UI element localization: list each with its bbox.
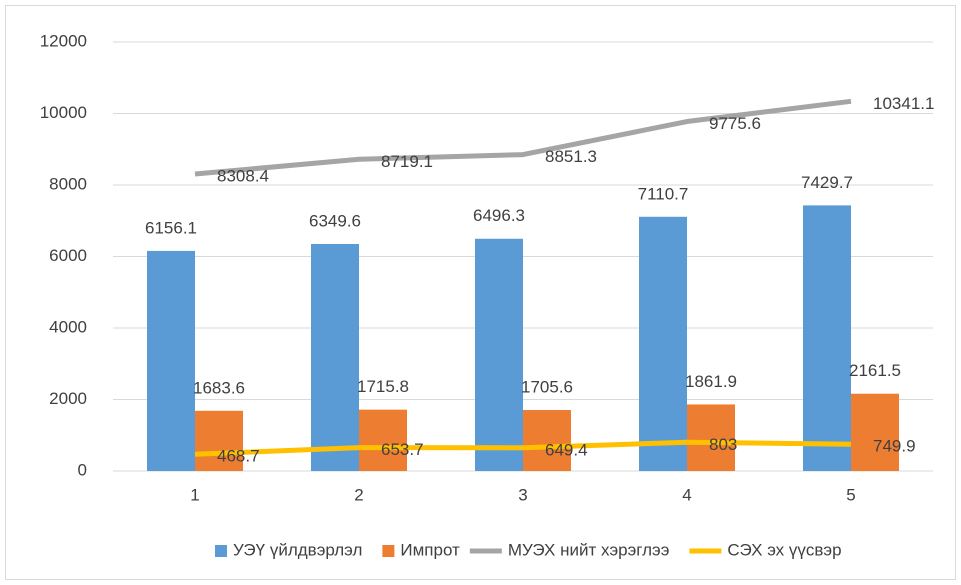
data-label: 653.7 — [381, 440, 424, 459]
data-label: 6496.3 — [473, 206, 525, 225]
y-tick-label: 10000 — [40, 103, 87, 122]
bar — [687, 404, 735, 471]
data-label: 2161.5 — [849, 361, 901, 380]
y-tick-label: 2000 — [49, 389, 87, 408]
data-label: 9775.6 — [709, 114, 761, 133]
data-label: 1861.9 — [685, 372, 737, 391]
data-label: 1705.6 — [521, 378, 573, 397]
bar — [639, 216, 687, 471]
line — [194, 439, 852, 457]
bar — [311, 244, 359, 471]
x-tick-label: 2 — [354, 485, 363, 504]
data-label: 749.9 — [873, 437, 916, 456]
line — [194, 98, 852, 177]
bar — [475, 238, 523, 471]
bar — [523, 410, 571, 471]
x-tick-label: 5 — [846, 485, 855, 504]
data-label: 8851.3 — [545, 147, 597, 166]
x-tick-label: 1 — [190, 485, 199, 504]
legend-label: Импрот — [400, 540, 460, 559]
y-tick-label: 4000 — [49, 317, 87, 336]
bar — [147, 250, 195, 471]
x-tick-label: 4 — [682, 485, 691, 504]
data-label: 7110.7 — [638, 184, 689, 203]
data-label: 6349.6 — [309, 211, 361, 230]
data-label: 7429.7 — [801, 173, 853, 192]
data-label: 8719.1 — [381, 152, 433, 171]
legend-label: УЭҮ үйлдвэрлэл — [233, 540, 362, 559]
data-label: 1715.8 — [357, 377, 409, 396]
data-label: 6156.1 — [145, 218, 197, 237]
y-tick-label: 6000 — [49, 246, 87, 265]
y-tick-label: 8000 — [49, 174, 87, 193]
data-label: 8308.4 — [217, 166, 269, 185]
bar — [195, 410, 243, 471]
legend-swatch — [215, 545, 227, 557]
data-label: 1683.6 — [193, 378, 245, 397]
data-label: 10341.1 — [873, 94, 934, 113]
y-tick-label: 12000 — [40, 31, 87, 50]
legend-label: СЭХ эх үүсвэр — [727, 540, 841, 559]
data-label: 468.7 — [217, 447, 260, 466]
x-tick-label: 3 — [518, 485, 527, 504]
data-label: 803 — [709, 435, 737, 454]
bar — [803, 205, 851, 471]
legend-swatch — [382, 545, 395, 557]
bar — [851, 393, 899, 471]
data-label: 649.4 — [545, 440, 588, 459]
bar — [359, 409, 407, 471]
legend-label: МУЭХ нийт хэрэглээ — [508, 540, 670, 559]
y-tick-label: 0 — [78, 460, 87, 479]
